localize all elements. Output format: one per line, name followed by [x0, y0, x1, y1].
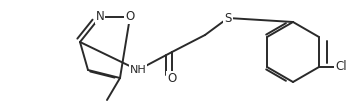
Text: Cl: Cl — [335, 60, 347, 74]
Text: O: O — [125, 10, 135, 24]
Text: S: S — [224, 11, 232, 25]
Text: N: N — [95, 10, 104, 24]
Text: NH: NH — [130, 65, 146, 75]
Text: O: O — [167, 71, 177, 85]
